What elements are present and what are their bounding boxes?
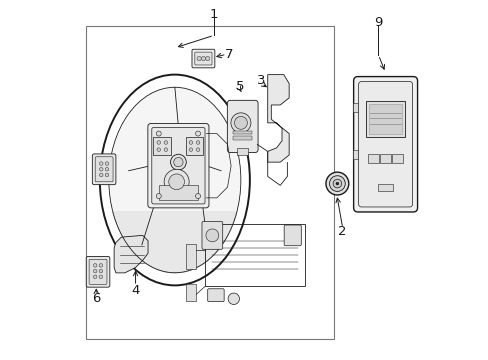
FancyBboxPatch shape <box>358 82 412 207</box>
Circle shape <box>201 57 205 61</box>
Bar <box>85 26 333 339</box>
Circle shape <box>205 229 218 242</box>
Bar <box>367 154 378 163</box>
Circle shape <box>99 162 103 165</box>
Circle shape <box>105 173 108 177</box>
Circle shape <box>325 172 348 195</box>
Text: 8: 8 <box>92 161 100 174</box>
Polygon shape <box>267 75 288 162</box>
FancyBboxPatch shape <box>284 225 301 246</box>
FancyBboxPatch shape <box>353 77 417 212</box>
Circle shape <box>105 162 108 165</box>
Circle shape <box>157 148 160 152</box>
Circle shape <box>105 167 108 171</box>
Circle shape <box>164 169 189 194</box>
Bar <box>159 185 198 200</box>
Ellipse shape <box>100 75 249 285</box>
FancyBboxPatch shape <box>95 157 113 182</box>
Circle shape <box>156 131 161 136</box>
Text: 2: 2 <box>338 225 346 238</box>
Circle shape <box>196 141 200 144</box>
Bar <box>185 244 196 269</box>
Bar <box>233 131 251 134</box>
FancyBboxPatch shape <box>207 289 224 302</box>
Circle shape <box>93 264 97 267</box>
Circle shape <box>93 275 97 279</box>
Text: 3: 3 <box>257 74 265 87</box>
Circle shape <box>332 179 341 188</box>
Circle shape <box>197 57 201 61</box>
Bar <box>185 284 196 301</box>
FancyBboxPatch shape <box>92 154 116 185</box>
FancyBboxPatch shape <box>194 52 212 65</box>
Circle shape <box>195 194 200 199</box>
Circle shape <box>173 157 183 167</box>
FancyBboxPatch shape <box>147 123 208 208</box>
Circle shape <box>196 148 200 152</box>
Bar <box>378 184 392 191</box>
Circle shape <box>189 148 192 152</box>
Polygon shape <box>114 235 148 273</box>
Circle shape <box>195 131 200 136</box>
Circle shape <box>99 264 102 267</box>
FancyBboxPatch shape <box>86 256 110 287</box>
Text: 1: 1 <box>209 8 218 21</box>
Circle shape <box>168 174 184 190</box>
Circle shape <box>189 141 192 144</box>
Circle shape <box>99 269 102 273</box>
FancyBboxPatch shape <box>227 100 258 153</box>
Circle shape <box>170 154 186 170</box>
Text: 6: 6 <box>92 292 100 305</box>
Circle shape <box>156 194 161 199</box>
Text: 4: 4 <box>131 284 140 297</box>
Circle shape <box>335 182 338 185</box>
FancyBboxPatch shape <box>89 259 107 284</box>
Text: 7: 7 <box>225 48 233 61</box>
Circle shape <box>164 141 167 144</box>
Text: 9: 9 <box>373 15 382 28</box>
Circle shape <box>205 57 209 61</box>
Bar <box>153 137 171 155</box>
Bar <box>380 154 390 163</box>
FancyBboxPatch shape <box>202 221 222 249</box>
Bar <box>233 136 251 140</box>
Circle shape <box>99 275 102 279</box>
Circle shape <box>164 148 167 152</box>
Ellipse shape <box>109 87 241 273</box>
Circle shape <box>157 141 160 144</box>
Circle shape <box>99 167 103 171</box>
Circle shape <box>234 116 247 129</box>
Circle shape <box>227 293 239 305</box>
Bar <box>365 102 405 137</box>
Text: 5: 5 <box>235 80 244 93</box>
Bar <box>368 104 402 134</box>
FancyBboxPatch shape <box>151 127 204 204</box>
Bar <box>237 148 247 155</box>
Polygon shape <box>113 212 236 273</box>
Bar <box>205 224 305 286</box>
Circle shape <box>93 269 97 273</box>
Bar <box>352 150 357 158</box>
Bar <box>352 103 357 112</box>
Bar <box>185 137 203 155</box>
Bar <box>391 154 402 163</box>
Circle shape <box>230 113 250 133</box>
Circle shape <box>329 176 345 192</box>
Circle shape <box>99 173 103 177</box>
FancyBboxPatch shape <box>192 49 214 68</box>
